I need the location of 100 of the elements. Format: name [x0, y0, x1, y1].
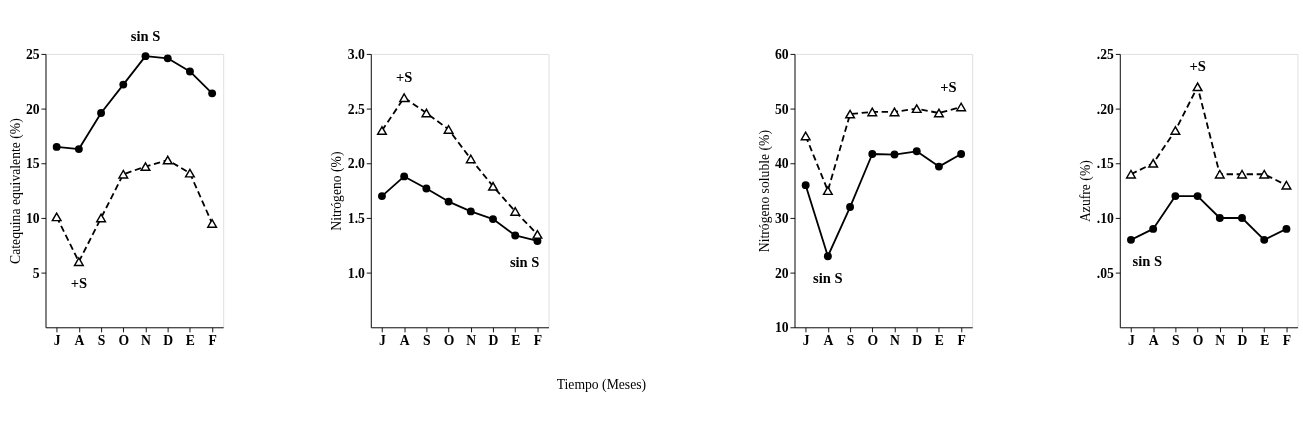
point [184, 168, 195, 178]
series-label: +S [395, 69, 413, 86]
point [1171, 192, 1180, 201]
point [845, 109, 856, 119]
x-tick-label: N [1215, 333, 1226, 349]
point [444, 197, 453, 206]
point [801, 181, 810, 190]
point [443, 124, 454, 134]
point [934, 162, 943, 171]
point [1148, 158, 1159, 168]
point [118, 169, 129, 179]
point [96, 213, 107, 223]
point [73, 257, 84, 267]
x-tick-label: E [1260, 333, 1270, 349]
y-tick-label: 20 [25, 101, 40, 117]
point [1149, 224, 1158, 233]
point [52, 142, 61, 151]
x-tick-label: S [846, 333, 855, 349]
y-tick-label: 40 [774, 156, 789, 172]
point [1170, 126, 1181, 135]
y-tick-label: 5 [32, 265, 40, 281]
y-tick-label: 1.0 [347, 265, 366, 281]
point [1259, 169, 1270, 179]
series-label: sin S [813, 269, 843, 286]
y-tick-label: 25 [25, 46, 40, 62]
point [890, 150, 899, 159]
y-tick-label: 2.0 [347, 156, 366, 172]
point [911, 104, 922, 114]
x-tick-label: A [1148, 333, 1159, 349]
x-tick-label: S [97, 333, 106, 349]
x-tick-label: J [53, 333, 61, 349]
point [1215, 214, 1224, 222]
point [933, 108, 944, 118]
point [510, 206, 521, 216]
point [1192, 82, 1203, 92]
point [822, 186, 833, 196]
point [1125, 169, 1137, 179]
point [141, 52, 150, 61]
point [1214, 169, 1225, 179]
y-tick-label: 2.5 [347, 101, 366, 117]
y-tick-label: 50 [774, 101, 789, 117]
series-label: +S [1189, 58, 1206, 75]
x-tick-label: J [379, 333, 386, 349]
x-tick-label: S [1172, 333, 1181, 349]
y-tick-label: 30 [774, 210, 789, 226]
x-tick-label: A [823, 333, 834, 349]
x-tick-label: J [1128, 333, 1135, 349]
x-tick-label: D [912, 333, 923, 349]
x-tick-label: A [399, 333, 410, 349]
series-label: sin S [130, 27, 161, 44]
y-tick-label: 10 [774, 320, 789, 336]
point [162, 155, 173, 165]
point [51, 212, 62, 222]
y-axis-title: Nitrógeno soluble (%) [756, 130, 773, 253]
point [378, 192, 386, 201]
x-tick-label: O [443, 333, 455, 349]
point [74, 145, 83, 154]
point [868, 150, 877, 158]
point [399, 93, 410, 103]
point [119, 80, 128, 89]
x-tick-label: E [511, 333, 521, 349]
point [823, 252, 832, 261]
point [421, 108, 432, 118]
point [957, 150, 966, 158]
x-tick-label: F [208, 333, 217, 349]
point [1281, 180, 1292, 190]
x-tick-label: E [185, 333, 195, 349]
point [97, 109, 106, 117]
x-tick-label: O [118, 333, 130, 349]
point [1282, 224, 1291, 233]
y-axis-title: Catequina equivalente (%) [7, 118, 24, 264]
point [376, 126, 388, 135]
x-tick-label: F [533, 333, 543, 349]
point [532, 229, 543, 239]
y-tick-label: .05 [1096, 265, 1115, 281]
y-tick-label: .25 [1096, 46, 1115, 62]
y-tick-label: 60 [774, 46, 789, 62]
x-tick-label: D [1237, 333, 1248, 349]
point [867, 107, 878, 117]
point [207, 218, 218, 228]
x-tick-label: N [141, 333, 152, 349]
point [400, 172, 409, 181]
y-axis-title: Nitrógeno (%) [329, 151, 346, 231]
point [163, 54, 172, 63]
x-axis-title: Tiempo (Meses) [556, 376, 647, 393]
y-tick-label: .15 [1096, 156, 1115, 172]
x-tick-label: D [163, 333, 174, 349]
x-tick-label: D [488, 333, 499, 349]
y-axis-title: Azufre (%) [1078, 160, 1095, 222]
y-tick-label: .20 [1096, 101, 1115, 117]
series-label: +S [70, 275, 88, 292]
point [465, 154, 476, 164]
series-label: +S [940, 78, 957, 95]
y-tick-label: 10 [25, 210, 40, 226]
y-tick-label: 20 [774, 265, 789, 281]
point [1260, 235, 1269, 244]
y-tick-label: 1.5 [347, 210, 366, 226]
point [511, 231, 520, 240]
x-tick-label: E [934, 333, 944, 349]
point [1127, 235, 1135, 244]
